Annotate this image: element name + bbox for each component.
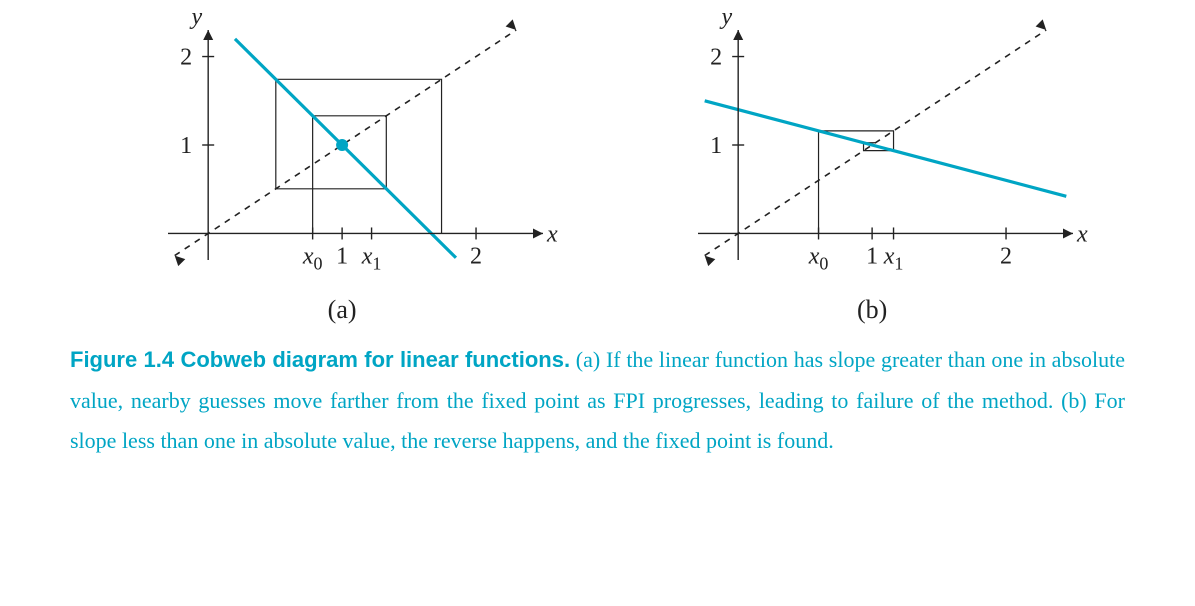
svg-text:2: 2 [470, 243, 482, 269]
svg-text:1: 1 [710, 133, 722, 159]
panel-b-wrap: 1 2 1 2 x0 x1 x y (b) [633, 10, 1093, 330]
svg-text:x1: x1 [360, 243, 381, 273]
svg-text:x: x [1076, 221, 1088, 247]
svg-text:2: 2 [710, 45, 722, 71]
svg-text:1: 1 [866, 243, 878, 269]
panel-a-svg: 1 2 1 2 x0 x1 x y (a) [103, 10, 563, 330]
svg-text:1: 1 [180, 133, 192, 159]
svg-text:(b): (b) [856, 295, 886, 324]
panel-b-svg: 1 2 1 2 x0 x1 x y (b) [633, 10, 1093, 330]
caption-title: Figure 1.4 Cobweb diagram for linear fun… [70, 347, 570, 372]
svg-text:y: y [189, 10, 202, 30]
svg-text:x0: x0 [807, 243, 828, 273]
svg-text:2: 2 [180, 45, 192, 71]
svg-text:2: 2 [1000, 243, 1012, 269]
figure-caption: Figure 1.4 Cobweb diagram for linear fun… [60, 340, 1135, 462]
svg-text:x: x [546, 221, 558, 247]
svg-text:x0: x0 [301, 243, 322, 273]
page-root: 1 2 1 2 x0 x1 x y (a) 1 2 1 2 x0 x1 x y (b) Figure 1.4 C… [0, 0, 1195, 606]
svg-text:(a): (a) [327, 295, 356, 324]
svg-text:x1: x1 [882, 243, 903, 273]
plots-row: 1 2 1 2 x0 x1 x y (a) 1 2 1 2 x0 x1 x y (b) [60, 10, 1135, 330]
svg-text:1: 1 [336, 243, 348, 269]
svg-text:y: y [719, 10, 732, 30]
panel-a-wrap: 1 2 1 2 x0 x1 x y (a) [103, 10, 563, 330]
